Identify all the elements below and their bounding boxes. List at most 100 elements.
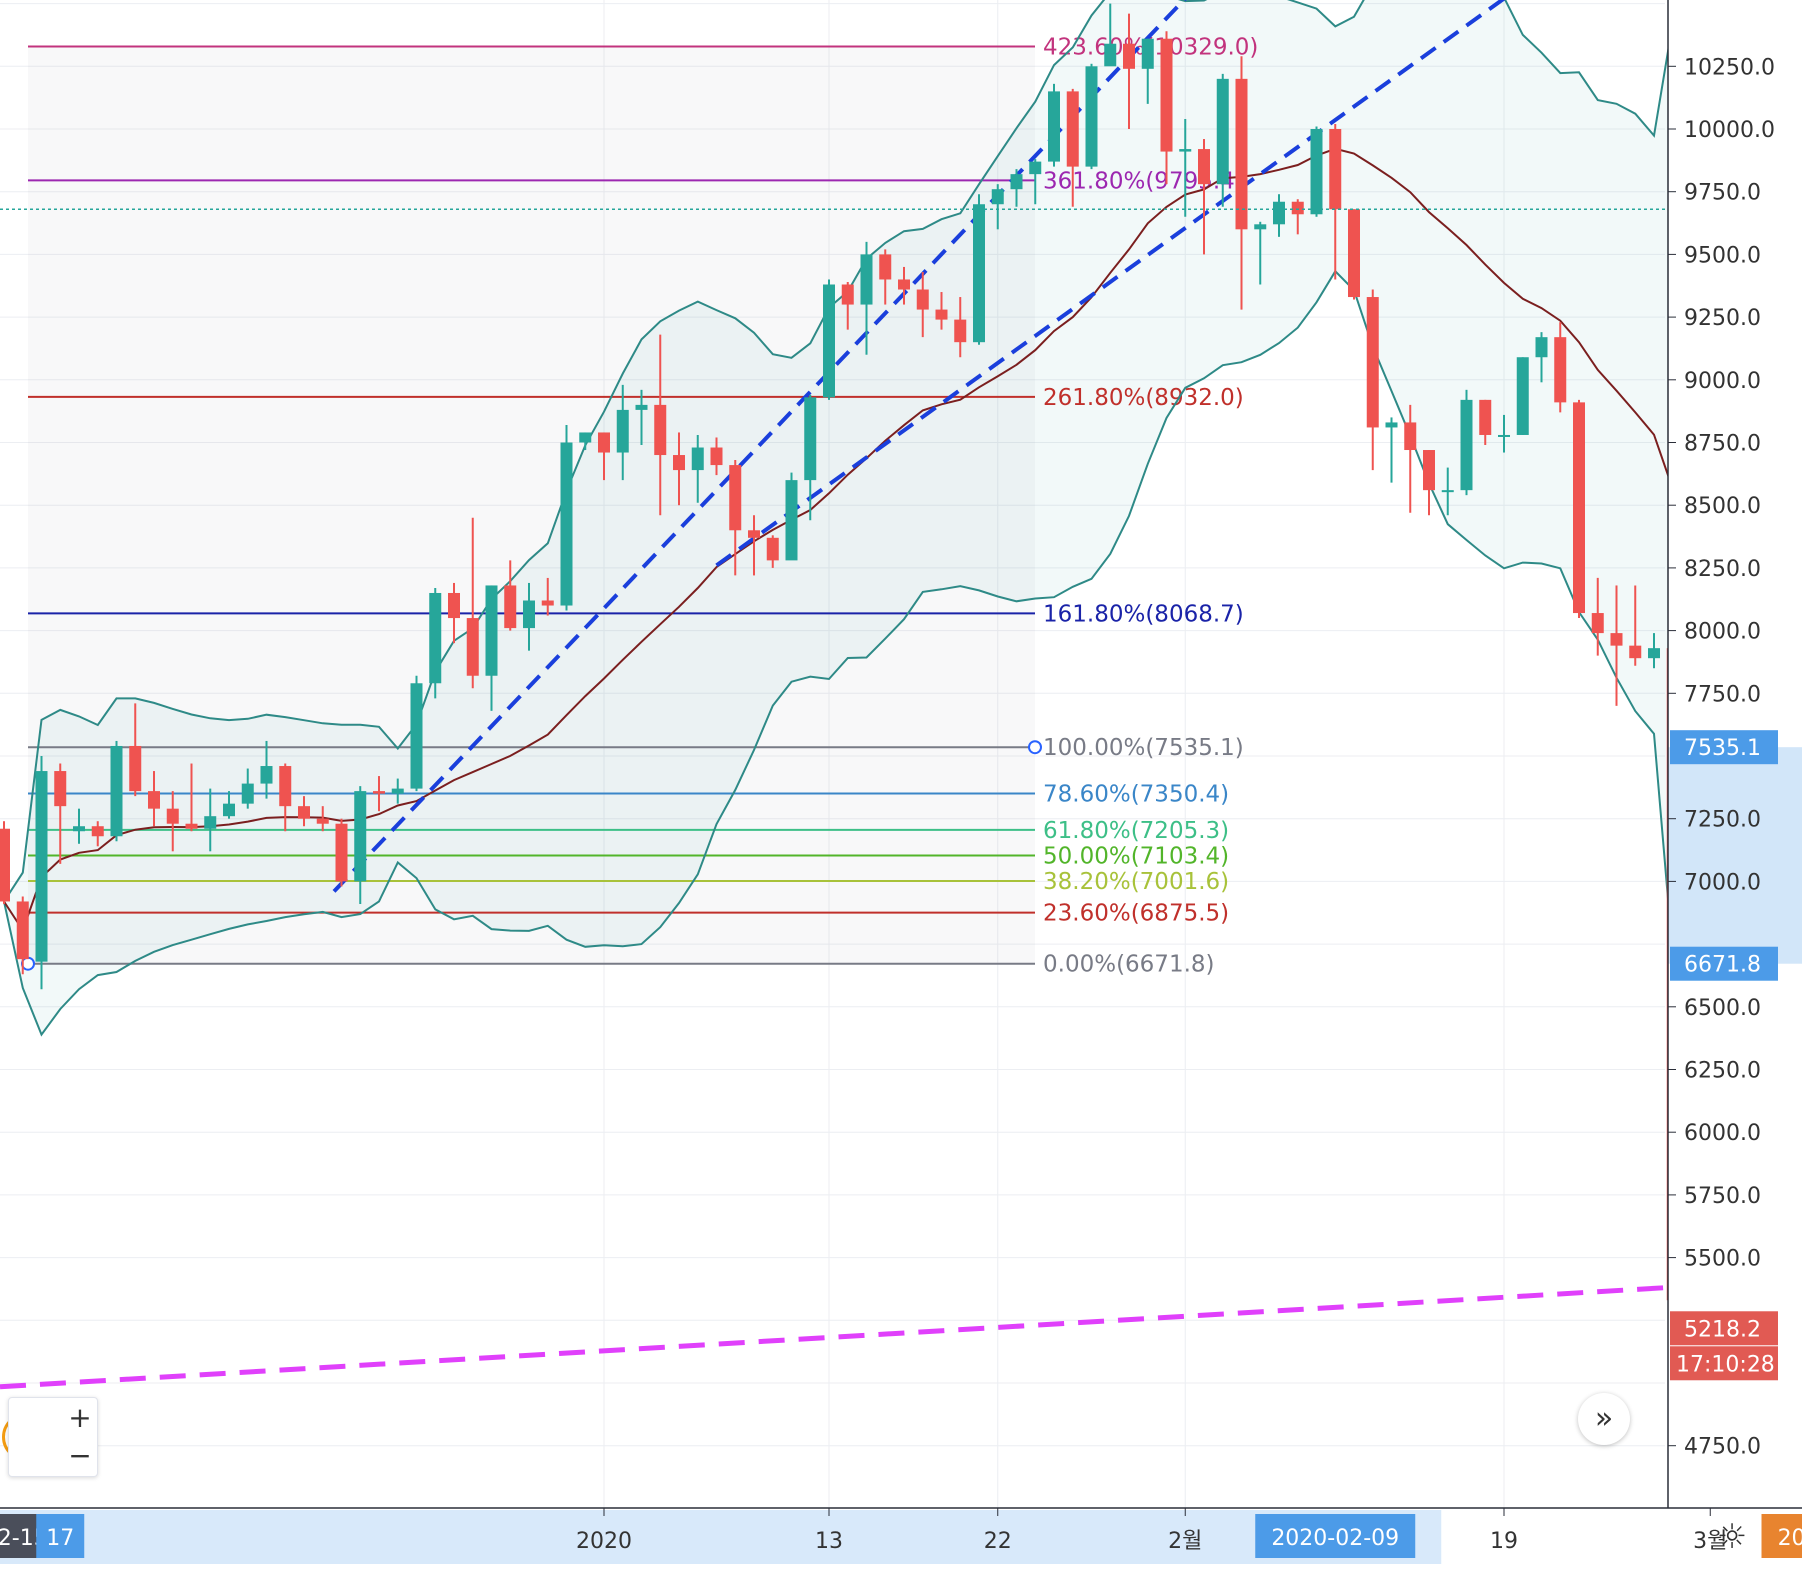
candle-body (16, 901, 29, 960)
candle-body (35, 771, 48, 962)
price-axis-tick-label: 6250.0 (1684, 1059, 1761, 1084)
price-axis-tick-label: 8750.0 (1684, 432, 1761, 457)
candle (748, 515, 760, 576)
candle-body (448, 592, 460, 619)
candle (466, 517, 479, 689)
candle-body (1179, 149, 1192, 152)
candle-body (1648, 648, 1660, 659)
candle (1179, 118, 1192, 217)
candle-body (560, 442, 573, 606)
candle-body (766, 537, 779, 561)
price-axis-tick-label: 6000.0 (1684, 1121, 1761, 1146)
candle (1291, 199, 1304, 235)
price-axis-tick-label: 10250.0 (1684, 55, 1775, 80)
candle (541, 577, 554, 616)
price-axis-tick-label: 8250.0 (1684, 557, 1761, 582)
price-axis-tag-label: 6671.8 (1684, 953, 1761, 978)
candle (1366, 289, 1379, 471)
price-axis[interactable]: 10250.0 10000.0 9750.0 9500.0 9250.0 9000.0 87… (1667, 0, 1802, 1508)
candle (0, 821, 10, 904)
candle-body (1104, 43, 1117, 67)
candle-body (429, 592, 442, 684)
candle (673, 432, 685, 506)
candle (504, 560, 517, 631)
fib-level-label: 61.80%(7205.3) (1043, 818, 1229, 844)
candle-body (73, 826, 85, 832)
candle-body (54, 771, 67, 807)
candle-body (1198, 149, 1210, 185)
price-axis-range-highlight (1668, 747, 1802, 964)
candle (354, 786, 367, 904)
date-axis-tag-label: 2020-05-12 (1778, 1526, 1802, 1551)
trendline-upper[interactable] (715, 0, 1506, 568)
bollinger-band-fill (4, 0, 1711, 1214)
fib-zone (28, 46, 1035, 964)
candle (1479, 399, 1492, 446)
candle-body (860, 254, 873, 305)
candle-body (1160, 38, 1173, 152)
scroll-to-realtime-button[interactable]: » (1578, 1393, 1630, 1445)
candle-body (973, 204, 985, 343)
candle (54, 763, 67, 864)
candle-body (898, 279, 910, 290)
candle (823, 279, 835, 400)
candle (429, 587, 442, 699)
date-axis-tick-label: 3월 (1693, 1529, 1727, 1554)
candle-body (1573, 402, 1585, 614)
candle-body (148, 791, 160, 809)
candle (129, 703, 142, 797)
candle-body (1141, 38, 1154, 69)
candle-body (785, 480, 798, 561)
candle (841, 281, 854, 330)
candle (91, 821, 104, 847)
fib-handle-high[interactable] (1028, 740, 1042, 755)
candle-body (1516, 357, 1529, 435)
fibonacci-retracement[interactable]: 423.60%(10329.0)361.80%(9795.4)261.80%(8… (21, 34, 1258, 978)
candle (1498, 414, 1510, 453)
candle-body (1291, 201, 1304, 215)
trendline-lower[interactable] (332, 0, 1187, 893)
fib-handle-low[interactable] (21, 956, 35, 971)
candle-body (541, 600, 554, 606)
candle (1348, 209, 1360, 300)
fib-level-label: 38.20%(7001.6) (1043, 869, 1229, 895)
candle-body (804, 397, 817, 481)
candle-body (654, 404, 667, 456)
fib-level-label: 78.60%(7350.4) (1043, 782, 1229, 808)
candle (598, 432, 610, 481)
candle (1573, 399, 1585, 619)
settings-gear-icon[interactable]: ☼ (1716, 1517, 1748, 1557)
candle (860, 241, 873, 355)
fib-level-label: 161.80%(8068.7) (1043, 601, 1244, 627)
zoom-out-button[interactable]: − (68, 1439, 92, 1472)
candle (616, 384, 629, 481)
candle (1460, 389, 1473, 496)
candle-body (466, 618, 479, 676)
candle (166, 791, 179, 852)
zoom-in-button[interactable]: + (68, 1401, 92, 1434)
price-axis-tick-label: 7250.0 (1684, 808, 1761, 833)
candle-body (1235, 78, 1248, 230)
magenta-support-line[interactable] (0, 1285, 1666, 1390)
candle-body (410, 683, 423, 789)
price-axis-tick-label: 9500.0 (1684, 243, 1761, 268)
price-axis-tick-label: 9250.0 (1684, 306, 1761, 331)
candle-body (635, 404, 648, 410)
candle (1591, 577, 1604, 656)
candle (1160, 31, 1173, 185)
candle-body (673, 455, 685, 471)
candle (1310, 126, 1323, 217)
candle (1235, 56, 1248, 310)
candle-body (241, 783, 254, 804)
candle-body (1048, 91, 1060, 162)
candle (373, 776, 385, 812)
zoom-controls: + − (8, 1397, 98, 1477)
price-axis-tag (1670, 730, 1778, 765)
candle-body (110, 745, 123, 837)
candle (410, 675, 423, 792)
candle-body (1629, 645, 1642, 659)
candle (1516, 357, 1529, 435)
trend-channel-lines[interactable] (332, 0, 1506, 893)
